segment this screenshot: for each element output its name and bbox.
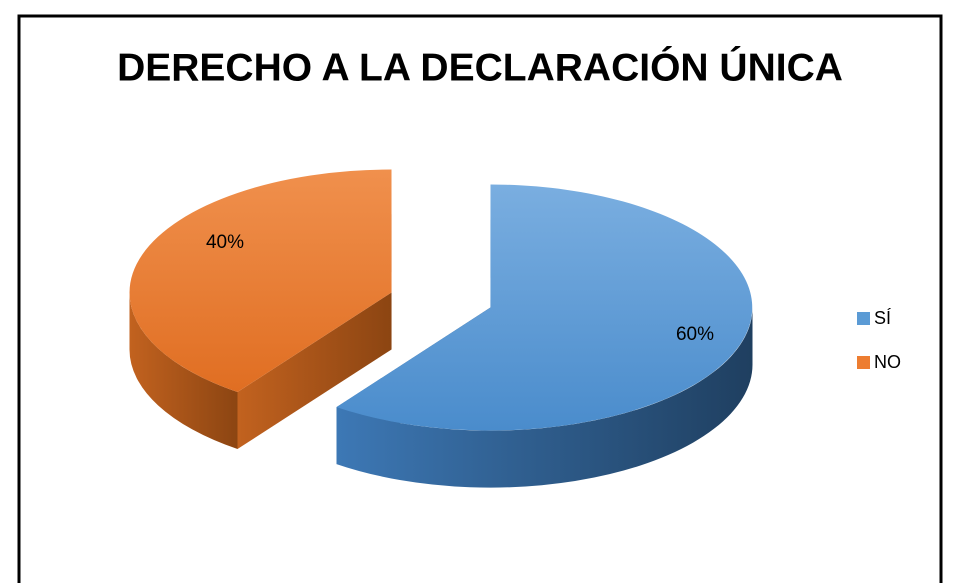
legend: SÍ NO [857, 308, 901, 372]
legend-swatch [857, 312, 870, 325]
slice-wall [129, 292, 238, 449]
slice-group [336, 184, 753, 488]
legend-label: NO [874, 352, 901, 372]
chart-title: DERECHO A LA DECLARACIÓN ÚNICA [117, 45, 843, 89]
pie: 60% 40% [129, 169, 753, 488]
legend-swatch [857, 356, 870, 369]
data-label: 40% [206, 232, 244, 253]
slice-wall [336, 307, 753, 488]
slice [129, 169, 392, 392]
slice-side [237, 292, 392, 449]
slice [336, 184, 753, 431]
slice-group [129, 169, 392, 449]
legend-label: SÍ [874, 308, 891, 328]
data-label: 60% [676, 324, 714, 345]
